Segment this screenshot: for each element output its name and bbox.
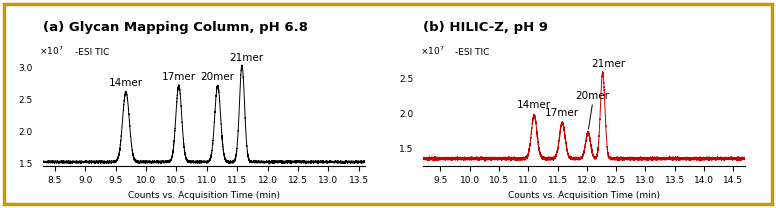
Text: 17mer: 17mer — [546, 108, 580, 118]
X-axis label: Counts vs. Acquisition Time (min): Counts vs. Acquisition Time (min) — [508, 191, 660, 200]
Text: 20mer: 20mer — [201, 72, 234, 82]
Text: (b) HILIC-Z, pH 9: (b) HILIC-Z, pH 9 — [423, 21, 548, 35]
Text: 14mer: 14mer — [109, 78, 143, 88]
Text: $\times$10$^7$: $\times$10$^7$ — [40, 45, 64, 57]
Text: -ESI TIC: -ESI TIC — [455, 48, 490, 57]
Text: 14mer: 14mer — [517, 100, 551, 110]
Text: 21mer: 21mer — [229, 53, 263, 63]
Text: (a) Glycan Mapping Column, pH 6.8: (a) Glycan Mapping Column, pH 6.8 — [43, 21, 307, 35]
Text: $\times$10$^7$: $\times$10$^7$ — [420, 45, 445, 57]
Text: 17mer: 17mer — [161, 72, 196, 82]
X-axis label: Counts vs. Acquisition Time (min): Counts vs. Acquisition Time (min) — [128, 191, 279, 200]
Text: 20mer: 20mer — [576, 91, 610, 101]
Text: -ESI TIC: -ESI TIC — [74, 48, 109, 57]
Text: 21mer: 21mer — [591, 59, 625, 69]
